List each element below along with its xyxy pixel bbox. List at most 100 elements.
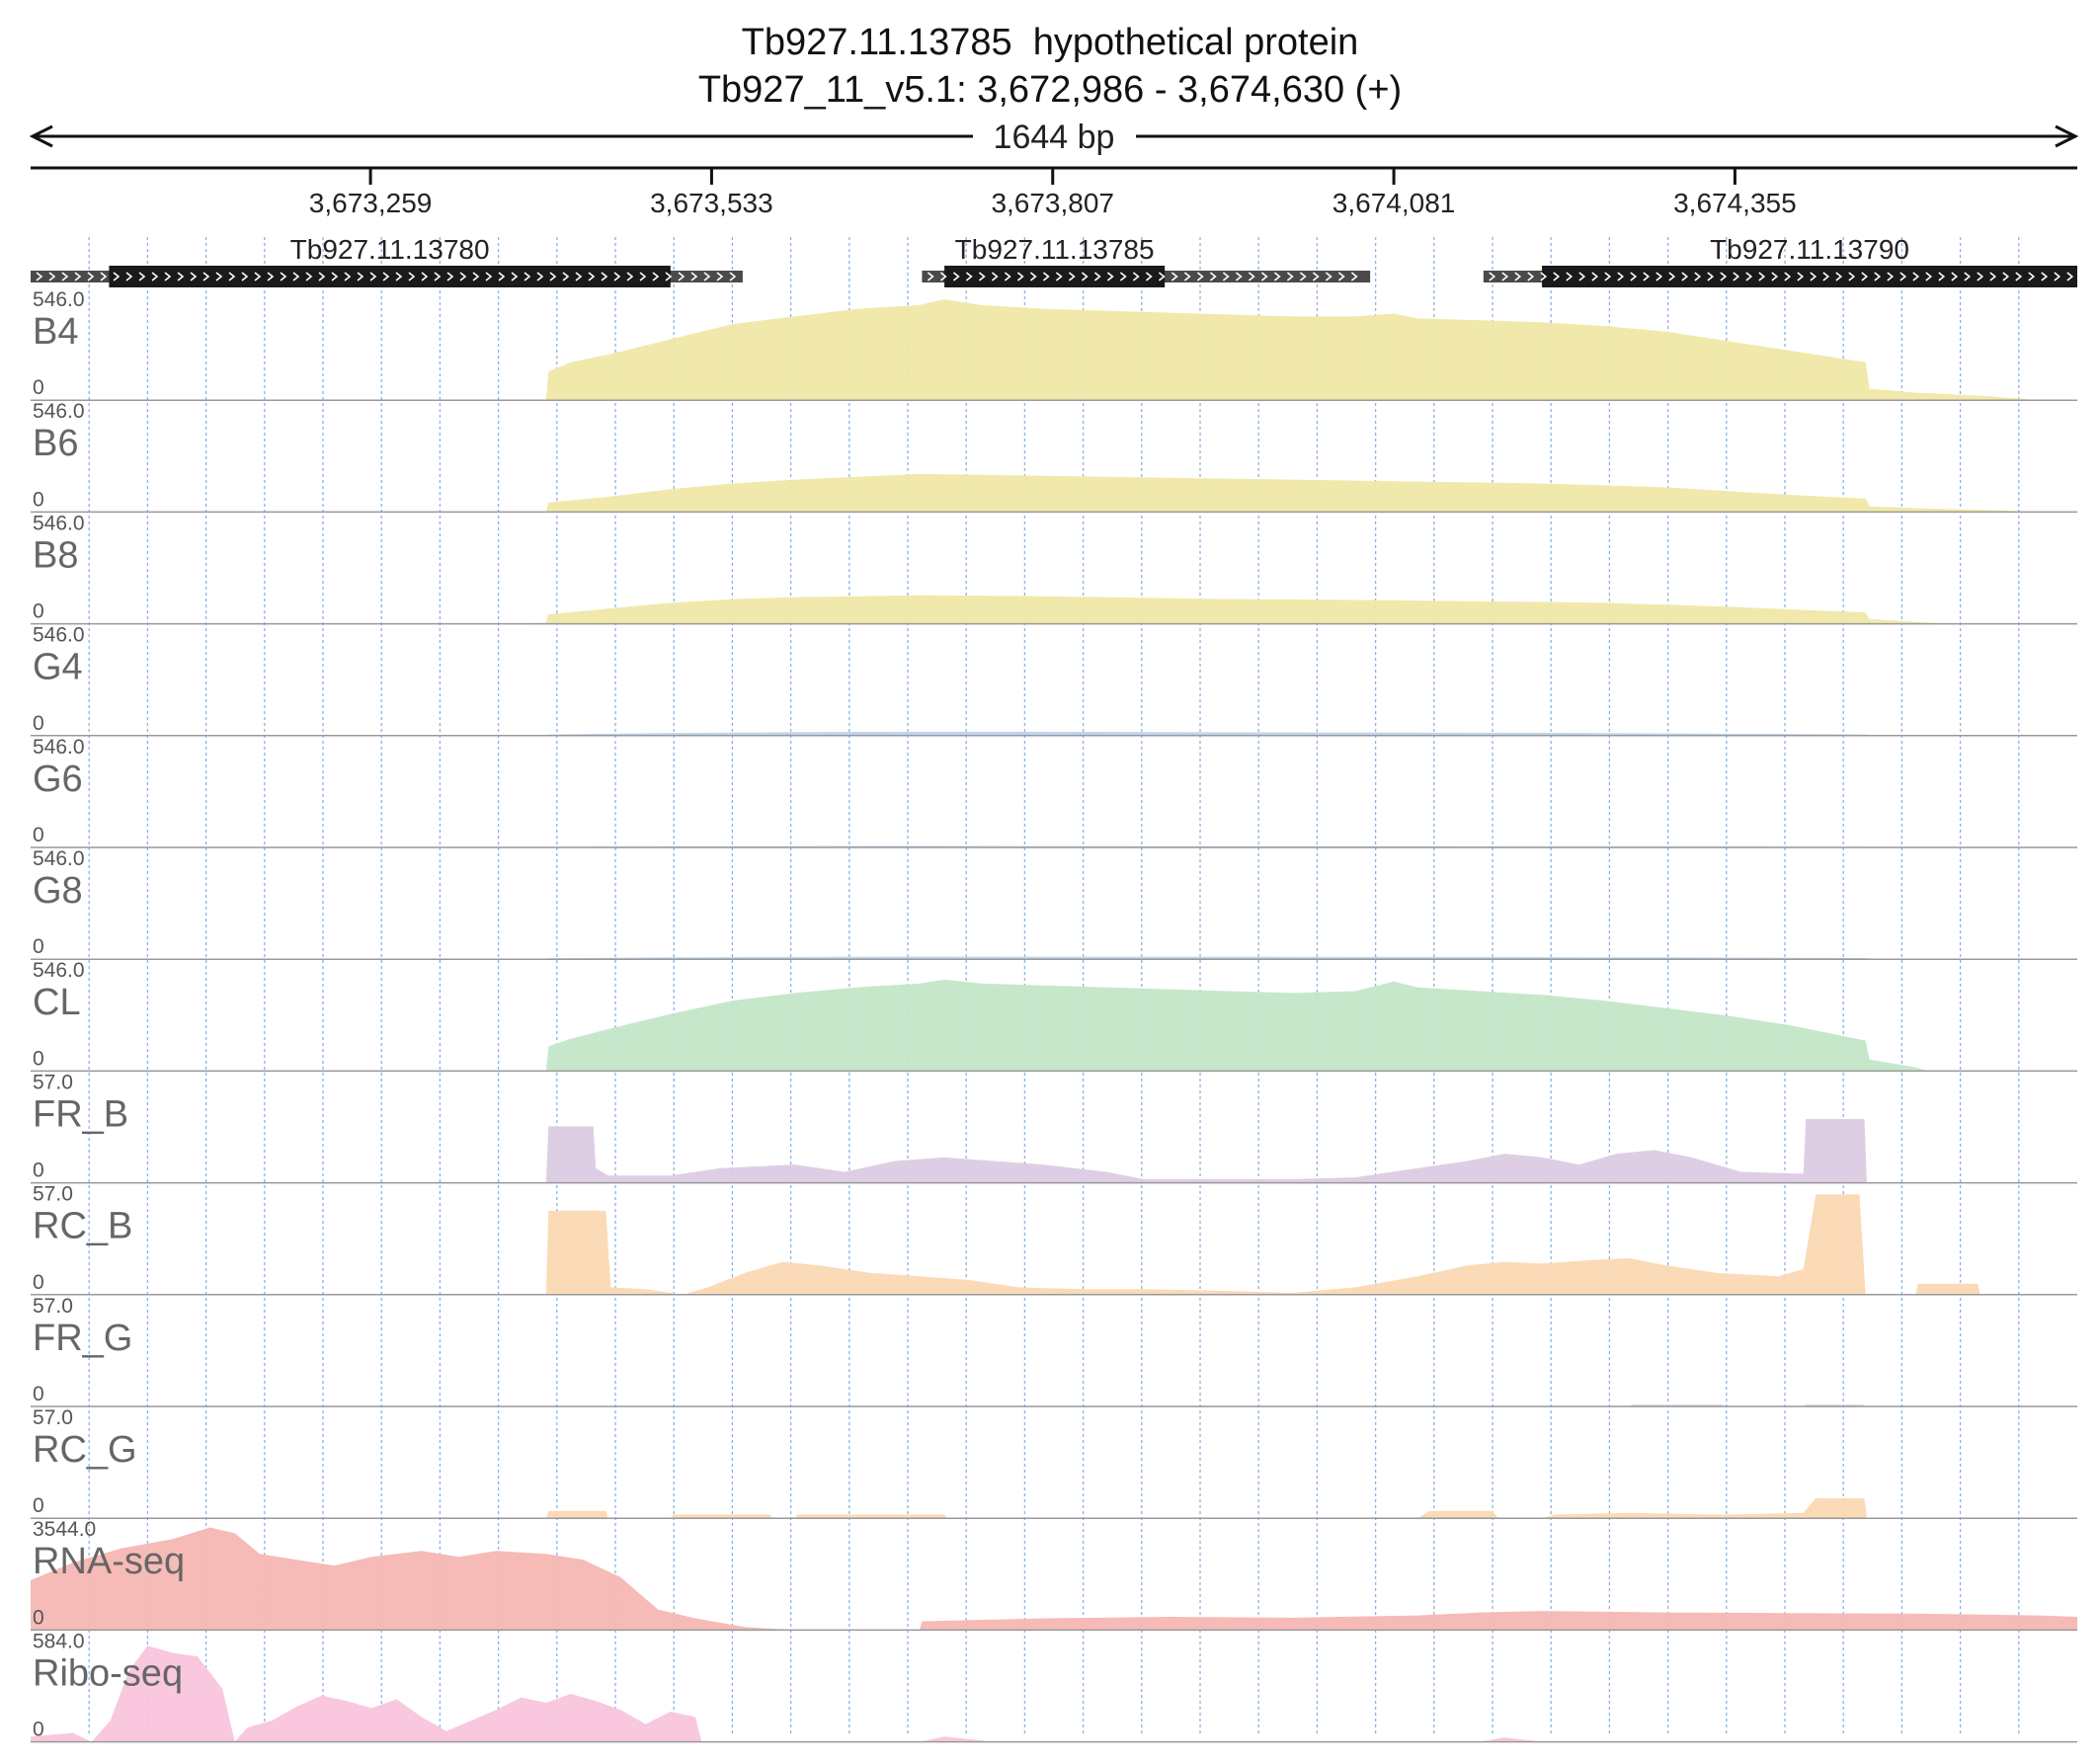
strand-chevron bbox=[1553, 272, 1561, 281]
track-min-label: 0 bbox=[33, 1719, 44, 1741]
strand-chevron bbox=[1604, 272, 1612, 281]
coverage-area bbox=[31, 595, 2077, 624]
strand-chevron bbox=[331, 272, 339, 281]
strand-chevron bbox=[1055, 272, 1063, 281]
strand-chevron bbox=[2015, 272, 2023, 281]
track-g6: 546.0 0 G6 bbox=[31, 736, 2077, 848]
cds-bar bbox=[944, 266, 1166, 287]
strand-chevron bbox=[177, 272, 185, 281]
coordinate-axis: 3,673,259 3,673,533 3,673,807 3,674,081 3,67… bbox=[31, 166, 2077, 218]
track-name: CL bbox=[33, 982, 81, 1023]
strand-chevron bbox=[190, 272, 198, 281]
strand-chevron bbox=[280, 272, 287, 281]
strand-chevron bbox=[1171, 272, 1178, 281]
track-max-label: 584.0 bbox=[33, 1630, 85, 1652]
strand-chevron bbox=[652, 272, 660, 281]
strand-chevron bbox=[138, 272, 146, 281]
track-name: G4 bbox=[33, 647, 83, 688]
track-name: B6 bbox=[33, 423, 78, 464]
strand-chevron bbox=[267, 272, 275, 281]
strand-chevron bbox=[164, 272, 172, 281]
track-min-label: 0 bbox=[33, 1160, 44, 1182]
track-min-label: 0 bbox=[33, 935, 44, 958]
strand-chevron bbox=[485, 272, 493, 281]
strand-chevron bbox=[1848, 272, 1856, 281]
track-min-label: 0 bbox=[33, 1606, 44, 1629]
track-max-label: 546.0 bbox=[33, 847, 85, 870]
strand-chevron bbox=[1325, 272, 1333, 281]
track-min-label: 0 bbox=[33, 601, 44, 623]
track-name: FR_B bbox=[33, 1093, 128, 1135]
strand-chevron bbox=[991, 272, 999, 281]
strand-chevron bbox=[1617, 272, 1625, 281]
strand-chevron bbox=[665, 272, 673, 281]
strand-chevron bbox=[2002, 272, 2010, 281]
strand-chevron bbox=[1656, 272, 1663, 281]
strand-chevron bbox=[1668, 272, 1676, 281]
strand-chevron bbox=[434, 272, 442, 281]
track-rna-seq: 3544.0 0 RNA-seq bbox=[31, 1518, 2077, 1632]
strand-chevron bbox=[1501, 272, 1509, 281]
track-min-label: 0 bbox=[33, 712, 44, 735]
strand-chevron bbox=[1106, 272, 1114, 281]
track-max-label: 57.0 bbox=[33, 1071, 73, 1093]
tick-label: 3,673,807 bbox=[991, 188, 1114, 218]
strand-chevron bbox=[2054, 272, 2061, 281]
track-min-label: 0 bbox=[33, 1047, 44, 1070]
track-max-label: 3544.0 bbox=[33, 1518, 96, 1541]
chart-subtitle: Tb927_11_v5.1: 3,672,986 - 3,674,630 (+) bbox=[697, 69, 1403, 111]
strand-chevron bbox=[1810, 272, 1817, 281]
coverage-area bbox=[31, 1645, 2077, 1742]
strand-chevron bbox=[2066, 272, 2074, 281]
gene-model: Tb927.11.13790 bbox=[1483, 234, 2077, 287]
strand-chevron bbox=[446, 272, 454, 281]
tick-label: 3,673,259 bbox=[309, 188, 433, 218]
strand-chevron bbox=[562, 272, 570, 281]
chart-title: Tb927.11.13785 hypothetical protein bbox=[741, 22, 1359, 63]
strand-chevron bbox=[1196, 272, 1204, 281]
strand-chevron bbox=[1273, 272, 1281, 281]
coverage-area bbox=[31, 299, 2077, 401]
strand-chevron bbox=[1004, 272, 1011, 281]
strand-chevron bbox=[1758, 272, 1766, 281]
strand-chevron bbox=[524, 272, 531, 281]
coverage-area bbox=[31, 979, 2077, 1072]
cds-bar bbox=[109, 266, 671, 287]
strand-chevron bbox=[1183, 272, 1191, 281]
gene-model: Tb927.11.13780 bbox=[31, 234, 743, 287]
track-min-label: 0 bbox=[33, 1383, 44, 1405]
track-max-label: 57.0 bbox=[33, 1406, 73, 1429]
strand-chevron bbox=[1681, 272, 1689, 281]
strand-chevron bbox=[2028, 272, 2036, 281]
strand-chevron bbox=[536, 272, 544, 281]
strand-chevron bbox=[952, 272, 960, 281]
strand-chevron bbox=[421, 272, 429, 281]
strand-chevron bbox=[1337, 272, 1345, 281]
strand-chevron bbox=[1158, 272, 1166, 281]
strand-chevron bbox=[1899, 272, 1907, 281]
strand-chevron bbox=[1299, 272, 1307, 281]
strand-chevron bbox=[1694, 272, 1702, 281]
strand-chevron bbox=[113, 272, 121, 281]
strand-chevron bbox=[472, 272, 480, 281]
track-name: FR_G bbox=[33, 1318, 132, 1359]
strand-chevron bbox=[1733, 272, 1740, 281]
strand-chevron bbox=[716, 272, 724, 281]
coverage-area bbox=[31, 1194, 2077, 1295]
strand-chevron bbox=[1132, 272, 1140, 281]
strand-chevron bbox=[978, 272, 986, 281]
strand-chevron bbox=[1771, 272, 1779, 281]
strand-chevron bbox=[1540, 272, 1548, 281]
gene-label: Tb927.11.13790 bbox=[1710, 234, 1909, 265]
tick-label: 3,674,081 bbox=[1333, 188, 1456, 218]
coverage-area bbox=[31, 473, 2077, 513]
scale-ruler: 1644 bp bbox=[29, 119, 2079, 156]
strand-chevron bbox=[125, 272, 133, 281]
strand-chevron bbox=[498, 272, 506, 281]
strand-chevron bbox=[87, 272, 95, 281]
strand-chevron bbox=[202, 272, 210, 281]
track-name: G8 bbox=[33, 870, 83, 912]
track-max-label: 546.0 bbox=[33, 512, 85, 534]
strand-chevron bbox=[36, 272, 43, 281]
strand-chevron bbox=[1989, 272, 1997, 281]
